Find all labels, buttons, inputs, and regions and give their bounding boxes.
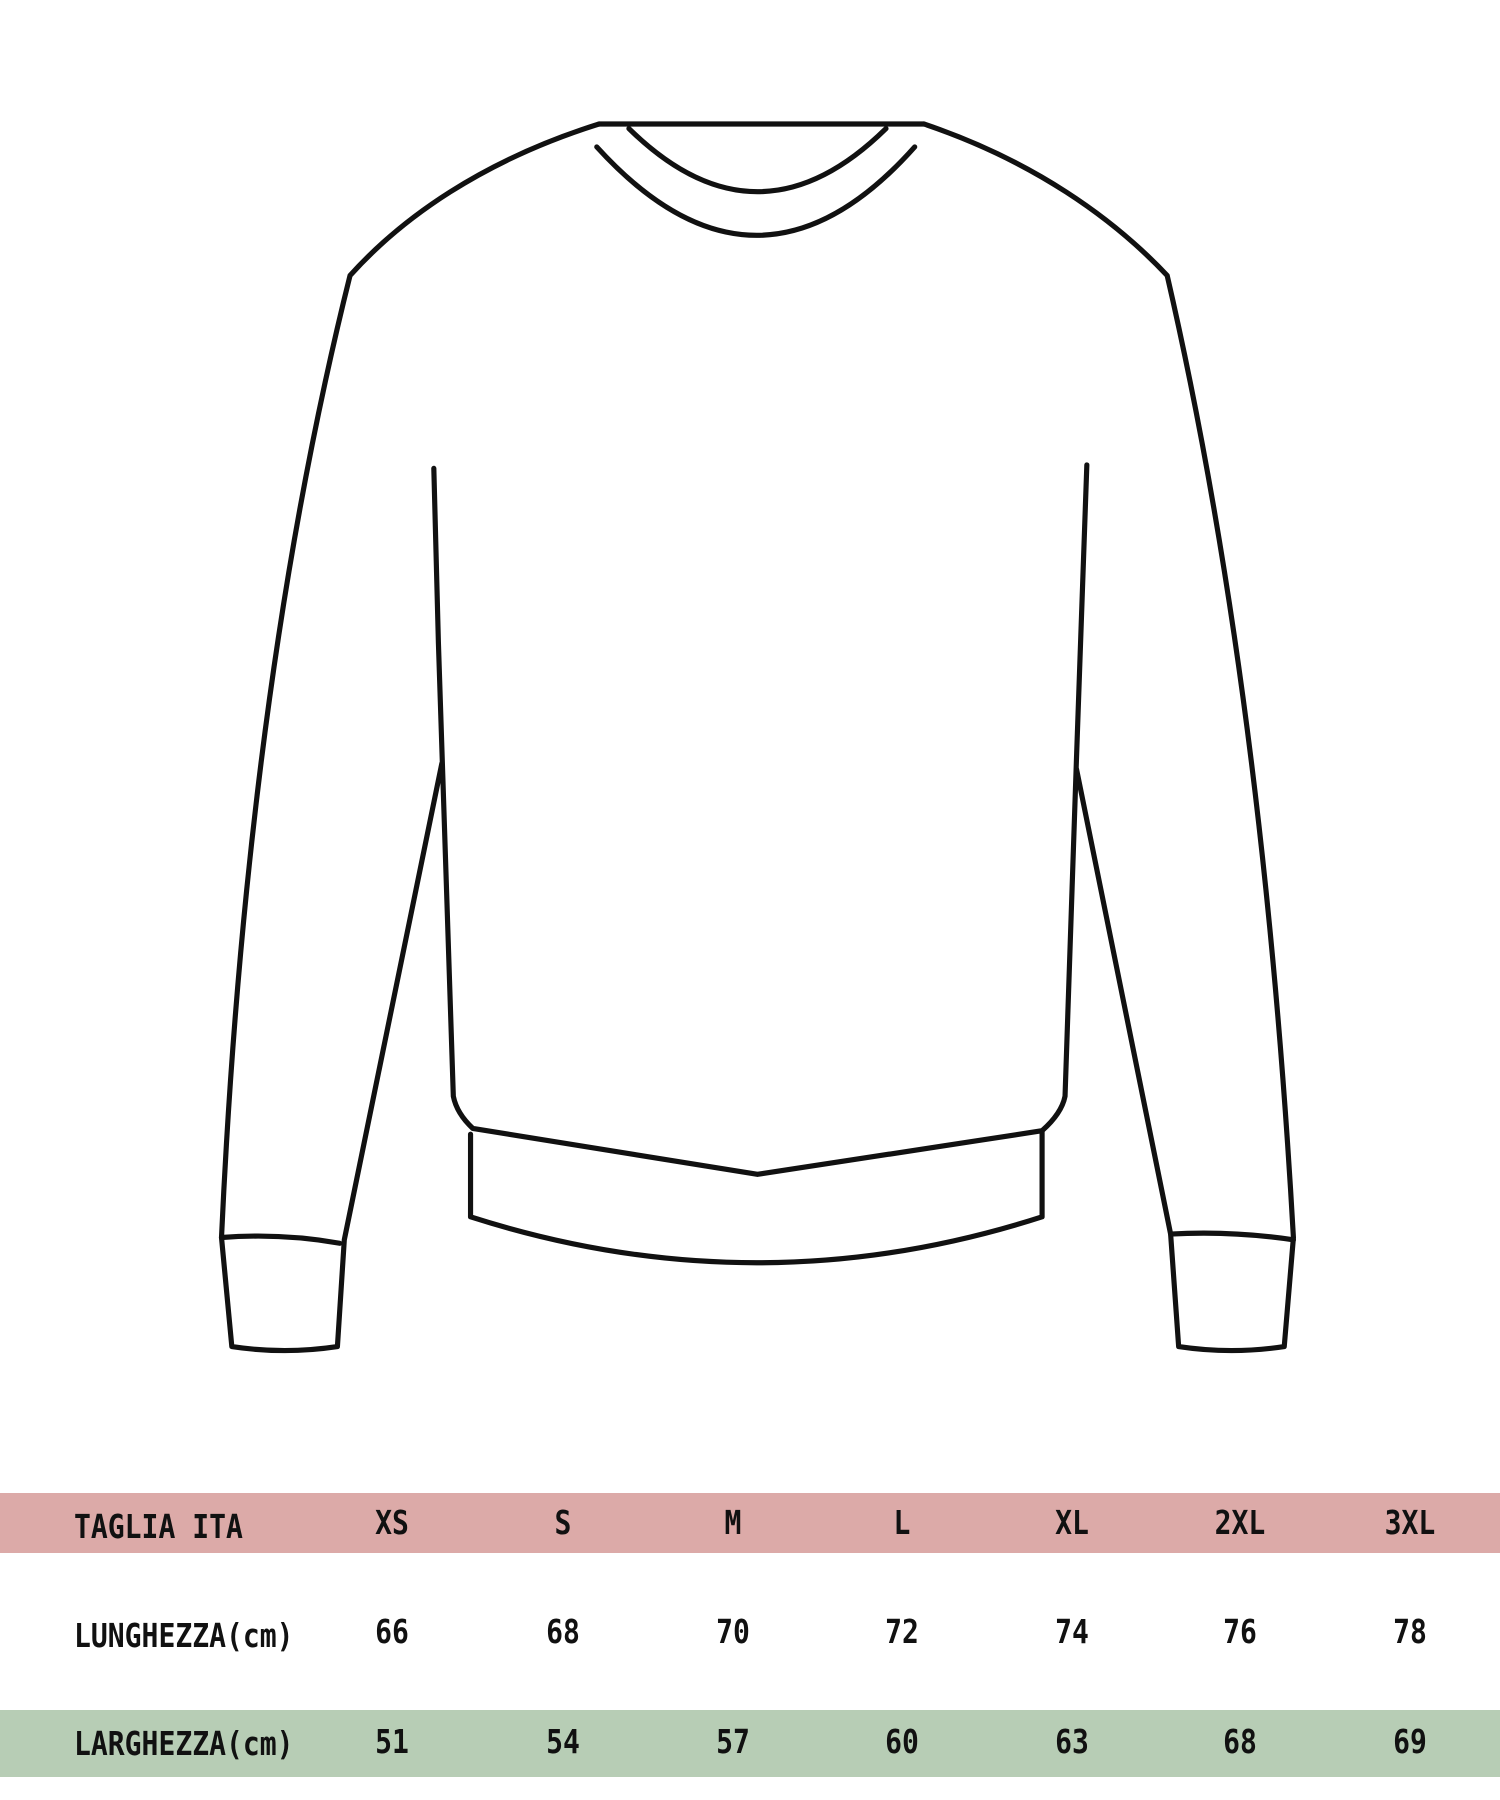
hem-band: [467, 1128, 1045, 1266]
size-m: M: [724, 1503, 742, 1542]
size-2xl: 2XL: [1214, 1503, 1266, 1542]
size-l: L: [893, 1503, 911, 1542]
value: 78: [1393, 1612, 1427, 1651]
value: 68: [1223, 1722, 1257, 1761]
value: 69: [1393, 1722, 1427, 1761]
size-xs: XS: [375, 1503, 409, 1542]
value: 66: [375, 1612, 409, 1651]
value: 60: [885, 1722, 919, 1761]
value: 68: [546, 1612, 580, 1651]
header-band: [0, 1493, 1500, 1553]
value: 57: [716, 1722, 750, 1761]
size-xl: XL: [1055, 1503, 1089, 1542]
width-band: [0, 1710, 1500, 1777]
value: 54: [546, 1722, 580, 1761]
outer-collar: [594, 144, 918, 238]
left-cuff-line: [218, 1233, 343, 1246]
size-3xl: 3XL: [1384, 1503, 1436, 1542]
size-s: S: [554, 1503, 572, 1542]
left-sleeve: [218, 121, 602, 1354]
row-label: LUNGHEZZA(cm): [74, 1616, 294, 1655]
body-outline: [431, 462, 1090, 1177]
right-sleeve: [921, 121, 1297, 1354]
header-label: TAGLIA ITA: [74, 1507, 243, 1546]
right-cuff-line: [1168, 1230, 1297, 1243]
value: 74: [1055, 1612, 1089, 1651]
value: 70: [716, 1612, 750, 1651]
table-row-length: LUNGHEZZA(cm) 66 68 70 72 74 76 78: [0, 1602, 1500, 1662]
table-header-row: TAGLIA ITA XS S M L XL 2XL 3XL: [0, 1493, 1500, 1553]
value: 63: [1055, 1722, 1089, 1761]
value: 72: [885, 1612, 919, 1651]
row-label: LARGHEZZA(cm): [74, 1724, 294, 1763]
value: 51: [375, 1722, 409, 1761]
value: 76: [1223, 1612, 1257, 1651]
inner-neck: [626, 125, 889, 195]
table-row-width: LARGHEZZA(cm) 51 54 57 60 63 68 69: [0, 1712, 1500, 1772]
